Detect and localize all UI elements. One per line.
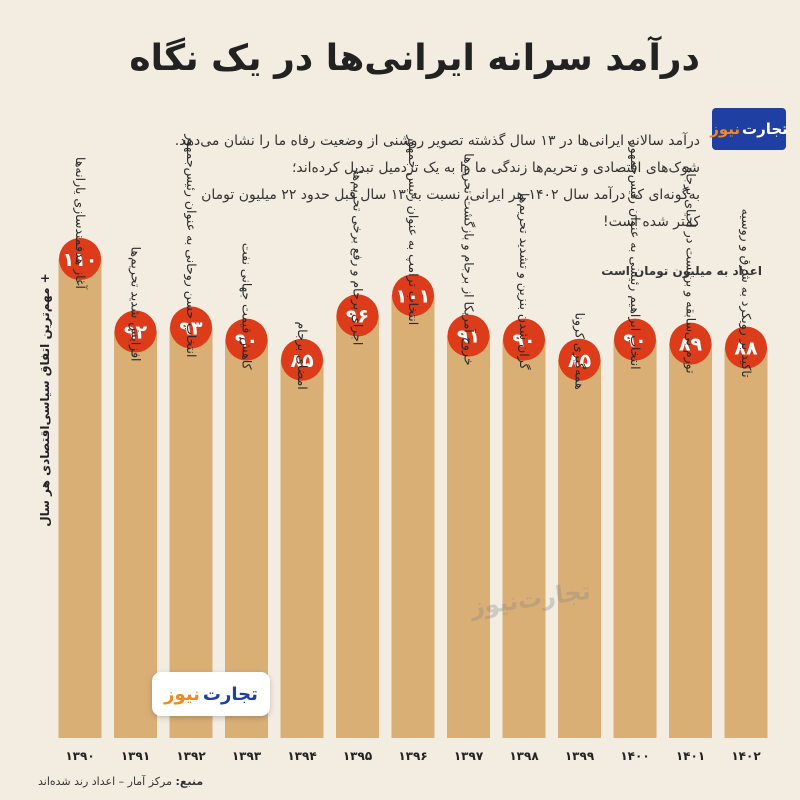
annotation-label: خروج آمریکا از برجام و بازگشت تحریم‌ها: [461, 153, 477, 365]
source-note: منبع: مرکز آمار – اعداد رند شده‌اند: [38, 775, 203, 788]
bar: [613, 339, 657, 738]
value-circle: [558, 338, 601, 381]
brand-badge: تجارت نیوز: [152, 672, 270, 716]
data-label: ۹۳: [179, 318, 203, 340]
data-label: ۸۵: [568, 350, 592, 372]
annotation-label: انتخاب ابراهیم رئیسی به عنوان رئیس‌جمهور: [627, 141, 643, 370]
intro-line: به‌گونه‌ای که درآمد سال ۱۴۰۲ هر ایرانی، …: [201, 187, 700, 203]
tick-label: ۱۳۹۹: [565, 749, 595, 763]
value-circle: [669, 322, 712, 365]
value-circle: [59, 238, 101, 280]
tick-label: ۱۴۰۱: [676, 749, 705, 763]
annotation-label: کاهش قیمت جهانی نفت: [239, 243, 255, 370]
data-label: ۹۱: [457, 326, 480, 348]
annotation-label: افزایش شدید تحریم‌ها: [128, 247, 144, 362]
tick-label: ۱۳۹۱: [121, 749, 150, 763]
value-circle: [447, 314, 490, 357]
value-circle: [503, 318, 545, 361]
data-label: ۸۹: [679, 334, 703, 356]
value-circle: [114, 310, 157, 353]
data-label: ۸۸: [734, 338, 758, 360]
tick-label: ۱۳۹۷: [454, 749, 484, 763]
value-circle: [392, 274, 434, 317]
brand-logo-part1: تجارت: [742, 120, 788, 138]
tick-label: ۱۳۹۲: [176, 749, 206, 763]
tick-label: ۱۳۹۸: [509, 749, 539, 763]
annotation-label: آغاز هدفمندسازی یارانه‌ها: [72, 157, 88, 289]
data-label: ۹۰: [512, 330, 535, 352]
annotation-label: انتخاب حسن روحانی به عنوان رئیس‌جمهور: [183, 133, 199, 357]
bar: [336, 315, 379, 738]
tick-label: ۱۳۹۰: [65, 749, 94, 763]
annotation-label: اجرای برجام و رفع برخی تحریم‌ها: [350, 171, 366, 346]
unit-note: اعداد به میلیون تومان است: [601, 264, 762, 278]
bar: [558, 359, 601, 738]
bar: [58, 259, 102, 738]
data-label: ۱۱۰: [63, 249, 98, 271]
tick-label: ۱۳۹۵: [343, 749, 372, 763]
value-circle: [336, 294, 379, 337]
intro-line: کمتر شده است!: [602, 214, 700, 230]
data-label: ۸۵: [290, 350, 314, 372]
data-label: ۹۶: [346, 305, 369, 327]
data-label: ۱۰۱: [396, 285, 431, 307]
bar: [280, 359, 324, 738]
bar: [114, 331, 157, 738]
data-label: ۹۲: [124, 322, 148, 344]
intro-text: درآمد سالانه ایرانی‌ها در ۱۳ سال گذشته ت…: [60, 128, 700, 236]
data-label: ۹۰: [235, 330, 258, 352]
tick-label: ۱۳۹۴: [287, 749, 316, 763]
bar: [669, 343, 712, 738]
data-label: ۹۰: [623, 330, 646, 352]
value-circle: [225, 318, 268, 361]
bar: [391, 295, 435, 738]
brand-badge-part1: تجارت: [202, 683, 258, 705]
annotation-label: همه‌گیری کرونا: [572, 313, 588, 390]
annotation-label: تاکید بر رویکرد به شرق و روسیه: [738, 209, 754, 379]
intro-line: شوک‌های اقتصادی و تحریم‌ها زندگی ما را ب…: [291, 160, 700, 176]
brand-logo: تجارت نیوز: [710, 108, 788, 150]
value-circle: [281, 338, 323, 381]
bar: [447, 335, 490, 738]
annotation-label: امضای برجام: [294, 322, 310, 390]
bar: [169, 327, 213, 738]
annotation-label: انتخاب ترامپ به عنوان رئیس جمهور: [405, 134, 421, 325]
brand-badge-part2: نیوز: [164, 683, 200, 705]
tick-label: ۱۳۹۶: [398, 749, 427, 763]
value-circle: [170, 306, 212, 349]
value-circle: [725, 326, 767, 369]
tick-label: ۱۴۰۲: [731, 749, 761, 763]
bar: [724, 347, 768, 738]
page-title: درآمد سرانه ایرانی‌ها در یک نگاه: [129, 38, 700, 79]
bar: [225, 339, 268, 738]
tick-label: ۱۴۰۰: [620, 749, 649, 763]
annotation-label: گران شدن بنزین و تشدید تحریم‌ها: [516, 193, 532, 370]
source-label: منبع:: [175, 775, 204, 788]
bar: [502, 339, 546, 738]
intro-line: درآمد سالانه ایرانی‌ها در ۱۳ سال گذشته ت…: [174, 133, 700, 149]
value-circle: [614, 318, 656, 361]
brand-logo-part2: نیوز: [710, 120, 740, 138]
tick-label: ۱۳۹۳: [232, 749, 262, 763]
source-text: مرکز آمار – اعداد رند شده‌اند: [38, 775, 173, 788]
annotation-label: تورم بی‌سابقه و بن‌بست در احیای برجام: [683, 166, 699, 375]
